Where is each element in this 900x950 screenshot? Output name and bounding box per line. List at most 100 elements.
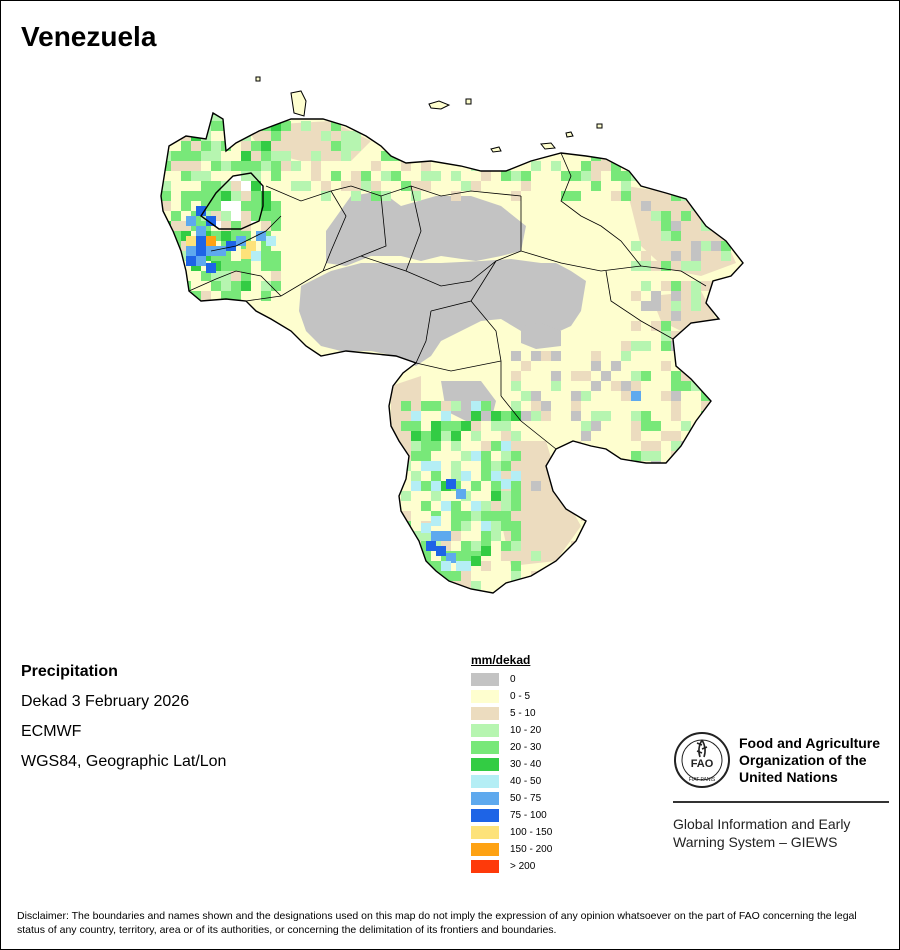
- precip-cell: [431, 571, 441, 581]
- precip-cell: [231, 291, 241, 301]
- precip-cell: [341, 151, 351, 161]
- precip-cell: [186, 246, 196, 256]
- precip-cell: [431, 581, 441, 591]
- precip-cell: [461, 511, 471, 521]
- precip-cell: [691, 291, 701, 301]
- precip-cell: [531, 411, 541, 421]
- precip-cell: [471, 431, 481, 441]
- precip-cell: [191, 131, 201, 141]
- precip-cell: [431, 481, 441, 491]
- precip-cell: [471, 481, 481, 491]
- precip-cell: [211, 201, 221, 211]
- precip-cell: [191, 191, 201, 201]
- precip-cell: [701, 311, 711, 321]
- precip-cell: [531, 581, 541, 591]
- precip-cell: [511, 541, 521, 551]
- precip-cell: [501, 479, 511, 489]
- precip-cell: [181, 101, 191, 111]
- precip-cell: [691, 551, 701, 561]
- precip-cell: [251, 181, 261, 191]
- precip-cell: [431, 171, 441, 181]
- precip-cell: [631, 241, 641, 251]
- precip-cell: [231, 161, 241, 171]
- precip-cell: [501, 441, 511, 451]
- precip-cell: [261, 281, 271, 291]
- precip-cell: [441, 571, 451, 581]
- projection-label: WGS84, Geographic Lat/Lon: [21, 753, 227, 770]
- precip-cell: [561, 521, 571, 531]
- precip-cell: [441, 421, 451, 431]
- precip-cell: [221, 221, 231, 231]
- precip-cell: [641, 371, 651, 381]
- legend-rows: 0 0 - 5 5 - 10 10 - 20 20 - 30 30 - 40 40 - 50…: [471, 671, 552, 875]
- precip-cell: [551, 591, 561, 593]
- precip-cell: [641, 411, 651, 421]
- precip-cell: [731, 471, 741, 481]
- precip-cell: [741, 591, 743, 593]
- precip-cell: [181, 171, 191, 181]
- legend-item: 0: [471, 671, 552, 688]
- precip-cell: [241, 221, 251, 231]
- precip-cell: [456, 561, 466, 571]
- precip-cell: [651, 261, 661, 271]
- precip-cell: [681, 531, 691, 541]
- precip-cell: [581, 171, 591, 181]
- precip-cell: [401, 541, 411, 551]
- precip-cell: [691, 301, 701, 311]
- precip-cell: [241, 261, 251, 271]
- precip-cell: [711, 151, 721, 161]
- precip-cell: [541, 571, 551, 581]
- precip-cell: [591, 361, 601, 371]
- precip-cell: [541, 401, 551, 411]
- precip-cell: [261, 151, 271, 161]
- precip-cell: [421, 581, 431, 591]
- legend-label: > 200: [510, 861, 536, 872]
- precip-cell: [261, 221, 271, 231]
- precip-cell: [251, 191, 261, 201]
- precip-cell: [196, 246, 206, 256]
- precip-cell: [261, 191, 271, 201]
- precip-cell: [661, 261, 671, 271]
- precip-cell: [661, 171, 671, 181]
- precip-cell: [411, 141, 421, 151]
- precip-cell: [171, 101, 181, 111]
- precip-cell: [231, 261, 241, 271]
- precip-cell: [501, 421, 511, 431]
- precip-cell: [471, 511, 481, 521]
- precip-cell: [641, 471, 651, 481]
- precip-cell: [551, 381, 561, 391]
- giews-line: Global Information and Early: [673, 816, 851, 832]
- precip-cell: [161, 131, 171, 141]
- legend-item: 75 - 100: [471, 807, 552, 824]
- legend-label: 0 - 5: [510, 691, 531, 702]
- precip-cell: [511, 491, 521, 501]
- precip-cell: [391, 171, 401, 181]
- precip-cell: [651, 561, 661, 571]
- precip-cell: [661, 181, 671, 191]
- islands: [255, 76, 603, 153]
- precip-cell: [571, 101, 581, 111]
- precip-cell: [641, 251, 651, 261]
- legend-item: 20 - 30: [471, 739, 552, 756]
- precip-cell: [431, 431, 441, 441]
- precip-cell: [731, 351, 741, 361]
- precip-cell: [236, 236, 246, 246]
- precip-cell: [511, 561, 521, 571]
- precip-cell: [461, 551, 471, 561]
- precip-cell: [731, 381, 741, 391]
- precip-cell: [491, 113, 501, 121]
- precip-cell: [631, 131, 641, 141]
- legend-item: 0 - 5: [471, 688, 552, 705]
- precip-cell: [571, 191, 581, 201]
- precip-cell: [611, 171, 621, 181]
- precip-zone: [299, 259, 586, 366]
- precip-cell: [341, 181, 351, 191]
- precip-cell: [461, 121, 471, 131]
- precip-cell: [721, 321, 731, 331]
- precip-cell: [211, 271, 221, 281]
- precip-cell: [151, 221, 161, 231]
- precip-cell: [721, 311, 731, 321]
- precip-cell: [681, 101, 691, 111]
- precip-cell: [151, 261, 161, 271]
- precip-cell: [651, 541, 661, 551]
